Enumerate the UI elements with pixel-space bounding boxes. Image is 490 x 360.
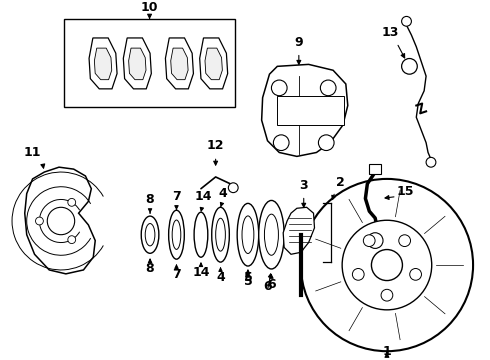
Text: 14: 14 [192, 266, 210, 279]
Polygon shape [123, 38, 151, 89]
Circle shape [399, 235, 411, 247]
Ellipse shape [259, 201, 284, 269]
Ellipse shape [216, 218, 225, 251]
Circle shape [402, 59, 417, 74]
Circle shape [68, 198, 75, 206]
Text: 6: 6 [267, 278, 276, 291]
Ellipse shape [194, 212, 208, 257]
Text: 4: 4 [218, 188, 227, 201]
Circle shape [426, 157, 436, 167]
Bar [64, 19, 235, 107]
Text: 6: 6 [263, 280, 272, 293]
Text: 13: 13 [381, 26, 398, 39]
Polygon shape [129, 48, 146, 80]
Text: 5: 5 [244, 275, 252, 288]
Circle shape [342, 220, 432, 310]
Text: 15: 15 [397, 185, 414, 198]
Ellipse shape [212, 207, 229, 262]
Circle shape [228, 183, 238, 193]
Text: 8: 8 [146, 193, 154, 206]
Ellipse shape [237, 203, 259, 266]
Bar [277, 96, 344, 125]
Ellipse shape [242, 216, 254, 253]
Ellipse shape [172, 220, 181, 249]
Circle shape [381, 289, 393, 301]
Polygon shape [89, 38, 117, 89]
Text: 9: 9 [294, 36, 303, 49]
Text: 10: 10 [141, 1, 158, 14]
Circle shape [35, 217, 43, 225]
Circle shape [320, 80, 336, 96]
Polygon shape [166, 38, 194, 89]
Circle shape [271, 80, 287, 96]
Text: 8: 8 [146, 262, 154, 275]
Bar [369, 164, 381, 174]
Ellipse shape [145, 224, 155, 246]
Ellipse shape [141, 216, 159, 253]
Circle shape [68, 236, 75, 244]
Text: 1: 1 [383, 345, 392, 358]
Polygon shape [262, 64, 348, 156]
Text: 2: 2 [336, 176, 344, 189]
Polygon shape [171, 48, 188, 80]
Circle shape [352, 269, 364, 280]
Circle shape [301, 179, 473, 351]
Circle shape [273, 135, 289, 150]
Text: 11: 11 [24, 146, 41, 159]
Text: 14: 14 [194, 190, 212, 203]
Circle shape [47, 207, 74, 235]
Text: 12: 12 [207, 139, 224, 153]
Circle shape [368, 233, 383, 248]
Polygon shape [25, 167, 95, 274]
Text: 7: 7 [172, 190, 181, 203]
Polygon shape [200, 38, 228, 89]
Text: 3: 3 [299, 179, 308, 192]
Circle shape [402, 17, 412, 26]
Circle shape [410, 269, 421, 280]
Circle shape [371, 249, 402, 280]
Polygon shape [283, 207, 315, 254]
Circle shape [318, 135, 334, 150]
Text: 5: 5 [244, 271, 252, 284]
Circle shape [364, 235, 375, 247]
Ellipse shape [169, 210, 184, 259]
Polygon shape [205, 48, 222, 80]
Ellipse shape [265, 214, 278, 255]
Text: 4: 4 [216, 271, 225, 284]
Text: 7: 7 [172, 268, 181, 281]
Polygon shape [95, 48, 112, 80]
